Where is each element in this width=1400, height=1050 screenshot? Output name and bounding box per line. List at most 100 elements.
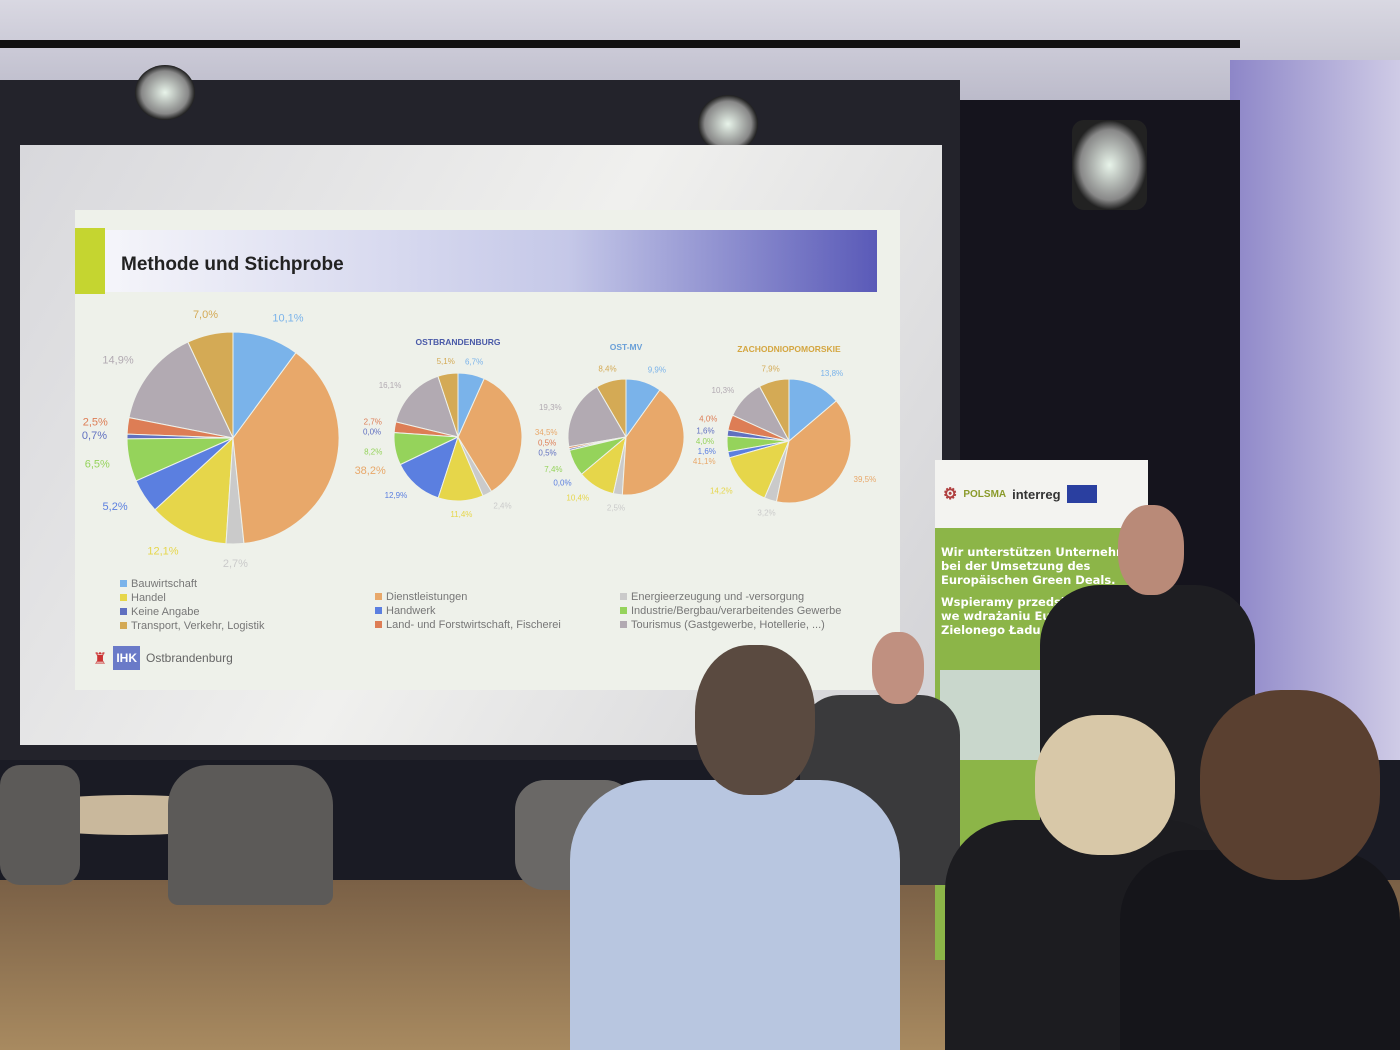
- stage-light: [135, 65, 195, 120]
- slide-accent-bar: [75, 228, 105, 294]
- legend-label: Tourismus (Gastgewerbe, Hotellerie, ...): [631, 619, 825, 631]
- eagle-crest-icon: ♜: [93, 648, 108, 668]
- pie-slice-0: [232, 331, 297, 440]
- pie-data-label: 10,4%: [566, 494, 589, 503]
- pie-data-label: 3,2%: [757, 509, 775, 518]
- legend-item: Land- und Forstwirtschaft, Fischerei: [375, 619, 561, 631]
- armchair: [168, 765, 333, 905]
- pie-slice-0: [788, 378, 837, 443]
- pie-slice-1: [457, 377, 523, 493]
- pie-data-label: 4,0%: [699, 415, 717, 424]
- pie-slice-1: [232, 351, 340, 544]
- legend-item: Keine Angabe: [120, 606, 200, 618]
- speaker-head: [1118, 505, 1184, 595]
- legend-item: Bauwirtschaft: [120, 578, 197, 590]
- legend-swatch: [620, 593, 627, 600]
- audience-member-head: [1200, 690, 1380, 880]
- pie-data-label: 19,3%: [539, 403, 562, 412]
- pie-title: OST-MV: [610, 342, 643, 352]
- pie-data-label: 7,9%: [761, 364, 779, 373]
- pie-slice-1: [775, 400, 852, 504]
- pie-data-label: 2,5%: [83, 417, 108, 429]
- presentation-slide: Methode und Stichprobe 10,1% 38,2% 2,7% 12,…: [75, 210, 900, 690]
- pie-slice-0: [457, 372, 485, 438]
- pie-data-label: 14,2%: [710, 486, 733, 495]
- pie-data-label: 12,9%: [385, 491, 408, 500]
- stage-light: [698, 95, 758, 153]
- pie-data-label: 2,7%: [223, 558, 248, 570]
- banner-logos: ⚙ POLSMA interreg: [935, 460, 1148, 528]
- audience-member-head: [695, 645, 815, 795]
- pie-data-label: 10,3%: [712, 386, 735, 395]
- eu-flag-icon: [1066, 485, 1097, 503]
- legend-label: Handel: [131, 592, 166, 604]
- panelist-head: [872, 632, 924, 704]
- legend-label: Dienstleistungen: [386, 591, 468, 603]
- audience-member: [1120, 850, 1400, 1050]
- pie-slice-1: [621, 389, 685, 496]
- legend-item: Tourismus (Gastgewerbe, Hotellerie, ...): [620, 619, 825, 631]
- pie-data-label: 2,5%: [607, 503, 625, 512]
- pie-data-label: 0,0%: [553, 479, 571, 488]
- pie-data-label: 0,7%: [82, 430, 107, 442]
- right-wall: [1230, 60, 1400, 760]
- pie-data-label: 41,1%: [693, 457, 716, 466]
- pie-data-label: 16,1%: [379, 381, 402, 390]
- pie-data-label: 8,2%: [364, 447, 382, 456]
- legend-item: Dienstleistungen: [375, 591, 467, 603]
- moving-head-light: [1072, 120, 1147, 210]
- ihk-logo-box: IHK: [113, 646, 141, 670]
- pie-data-label: 6,7%: [465, 358, 483, 367]
- pie-data-label: 10,1%: [272, 312, 303, 324]
- pie-slice-3: [728, 440, 790, 499]
- legend-item: Industrie/Bergbau/verarbeitendes Gewerbe: [620, 605, 841, 617]
- pie-data-label: 1,6%: [698, 447, 716, 456]
- legend-swatch: [375, 593, 382, 600]
- pie-slice-0: [625, 378, 661, 439]
- legend-label: Energieerzeugung und -versorgung: [631, 591, 805, 603]
- interreg-logo: interreg: [1012, 486, 1061, 502]
- pie-data-label: 11,4%: [450, 510, 472, 519]
- slide-title-bar: [105, 230, 877, 292]
- legend-swatch: [120, 594, 127, 601]
- armchair: [0, 765, 80, 885]
- legend-swatch: [375, 621, 382, 628]
- pie-title: OSTBRANDENBURG: [416, 337, 501, 347]
- pie-data-label: 1,6%: [696, 426, 714, 435]
- legend-item: Transport, Verkehr, Logistik: [120, 620, 265, 632]
- pie-slice-8: [128, 341, 234, 439]
- pie-data-label: 4,0%: [696, 437, 714, 446]
- pie-data-label: 38,2%: [355, 465, 386, 477]
- pie-data-label: 2,4%: [493, 501, 511, 510]
- pie-data-label: 13,8%: [820, 369, 843, 378]
- ihk-logo-name: Ostbrandenburg: [146, 651, 233, 665]
- legend-label: Handwerk: [386, 605, 436, 617]
- pie-data-label: 2,7%: [364, 418, 382, 427]
- pie-data-label: 9,9%: [648, 365, 666, 374]
- legend-swatch: [620, 607, 627, 614]
- pie-data-label: 6,5%: [85, 459, 110, 471]
- legend-item: Handel: [120, 592, 166, 604]
- banner-text-de: Wir unterstützen Unternehmen bei der Ums…: [941, 545, 1144, 587]
- legend-label: Industrie/Bergbau/verarbeitendes Gewerbe: [631, 605, 842, 617]
- legend-swatch: [620, 621, 627, 628]
- pie-slice-8: [395, 375, 459, 438]
- legend-label: Keine Angabe: [131, 606, 200, 618]
- pie-data-label: 34,5%: [535, 428, 558, 437]
- pie-data-label: 5,2%: [103, 501, 128, 513]
- legend-swatch: [120, 608, 127, 615]
- pie-data-label: 39,5%: [854, 475, 877, 484]
- pie-data-label: 7,4%: [544, 465, 562, 474]
- pie-data-label: 5,1%: [437, 357, 455, 366]
- audience-member-shirt: [570, 780, 900, 1050]
- pie-data-label: 0,5%: [538, 448, 556, 457]
- legend-item: Energieerzeugung und -versorgung: [620, 591, 804, 603]
- legend-label: Transport, Verkehr, Logistik: [131, 620, 265, 632]
- pie-title: ZACHODNIOPOMORSKIE: [737, 344, 841, 354]
- legend-swatch: [375, 607, 382, 614]
- legend-label: Land- und Forstwirtschaft, Fischerei: [386, 619, 561, 631]
- pie-slice-3: [154, 436, 234, 545]
- audience-member-head: [1035, 715, 1175, 855]
- lighting-truss: [0, 40, 1240, 48]
- pie-slice-8: [567, 386, 627, 448]
